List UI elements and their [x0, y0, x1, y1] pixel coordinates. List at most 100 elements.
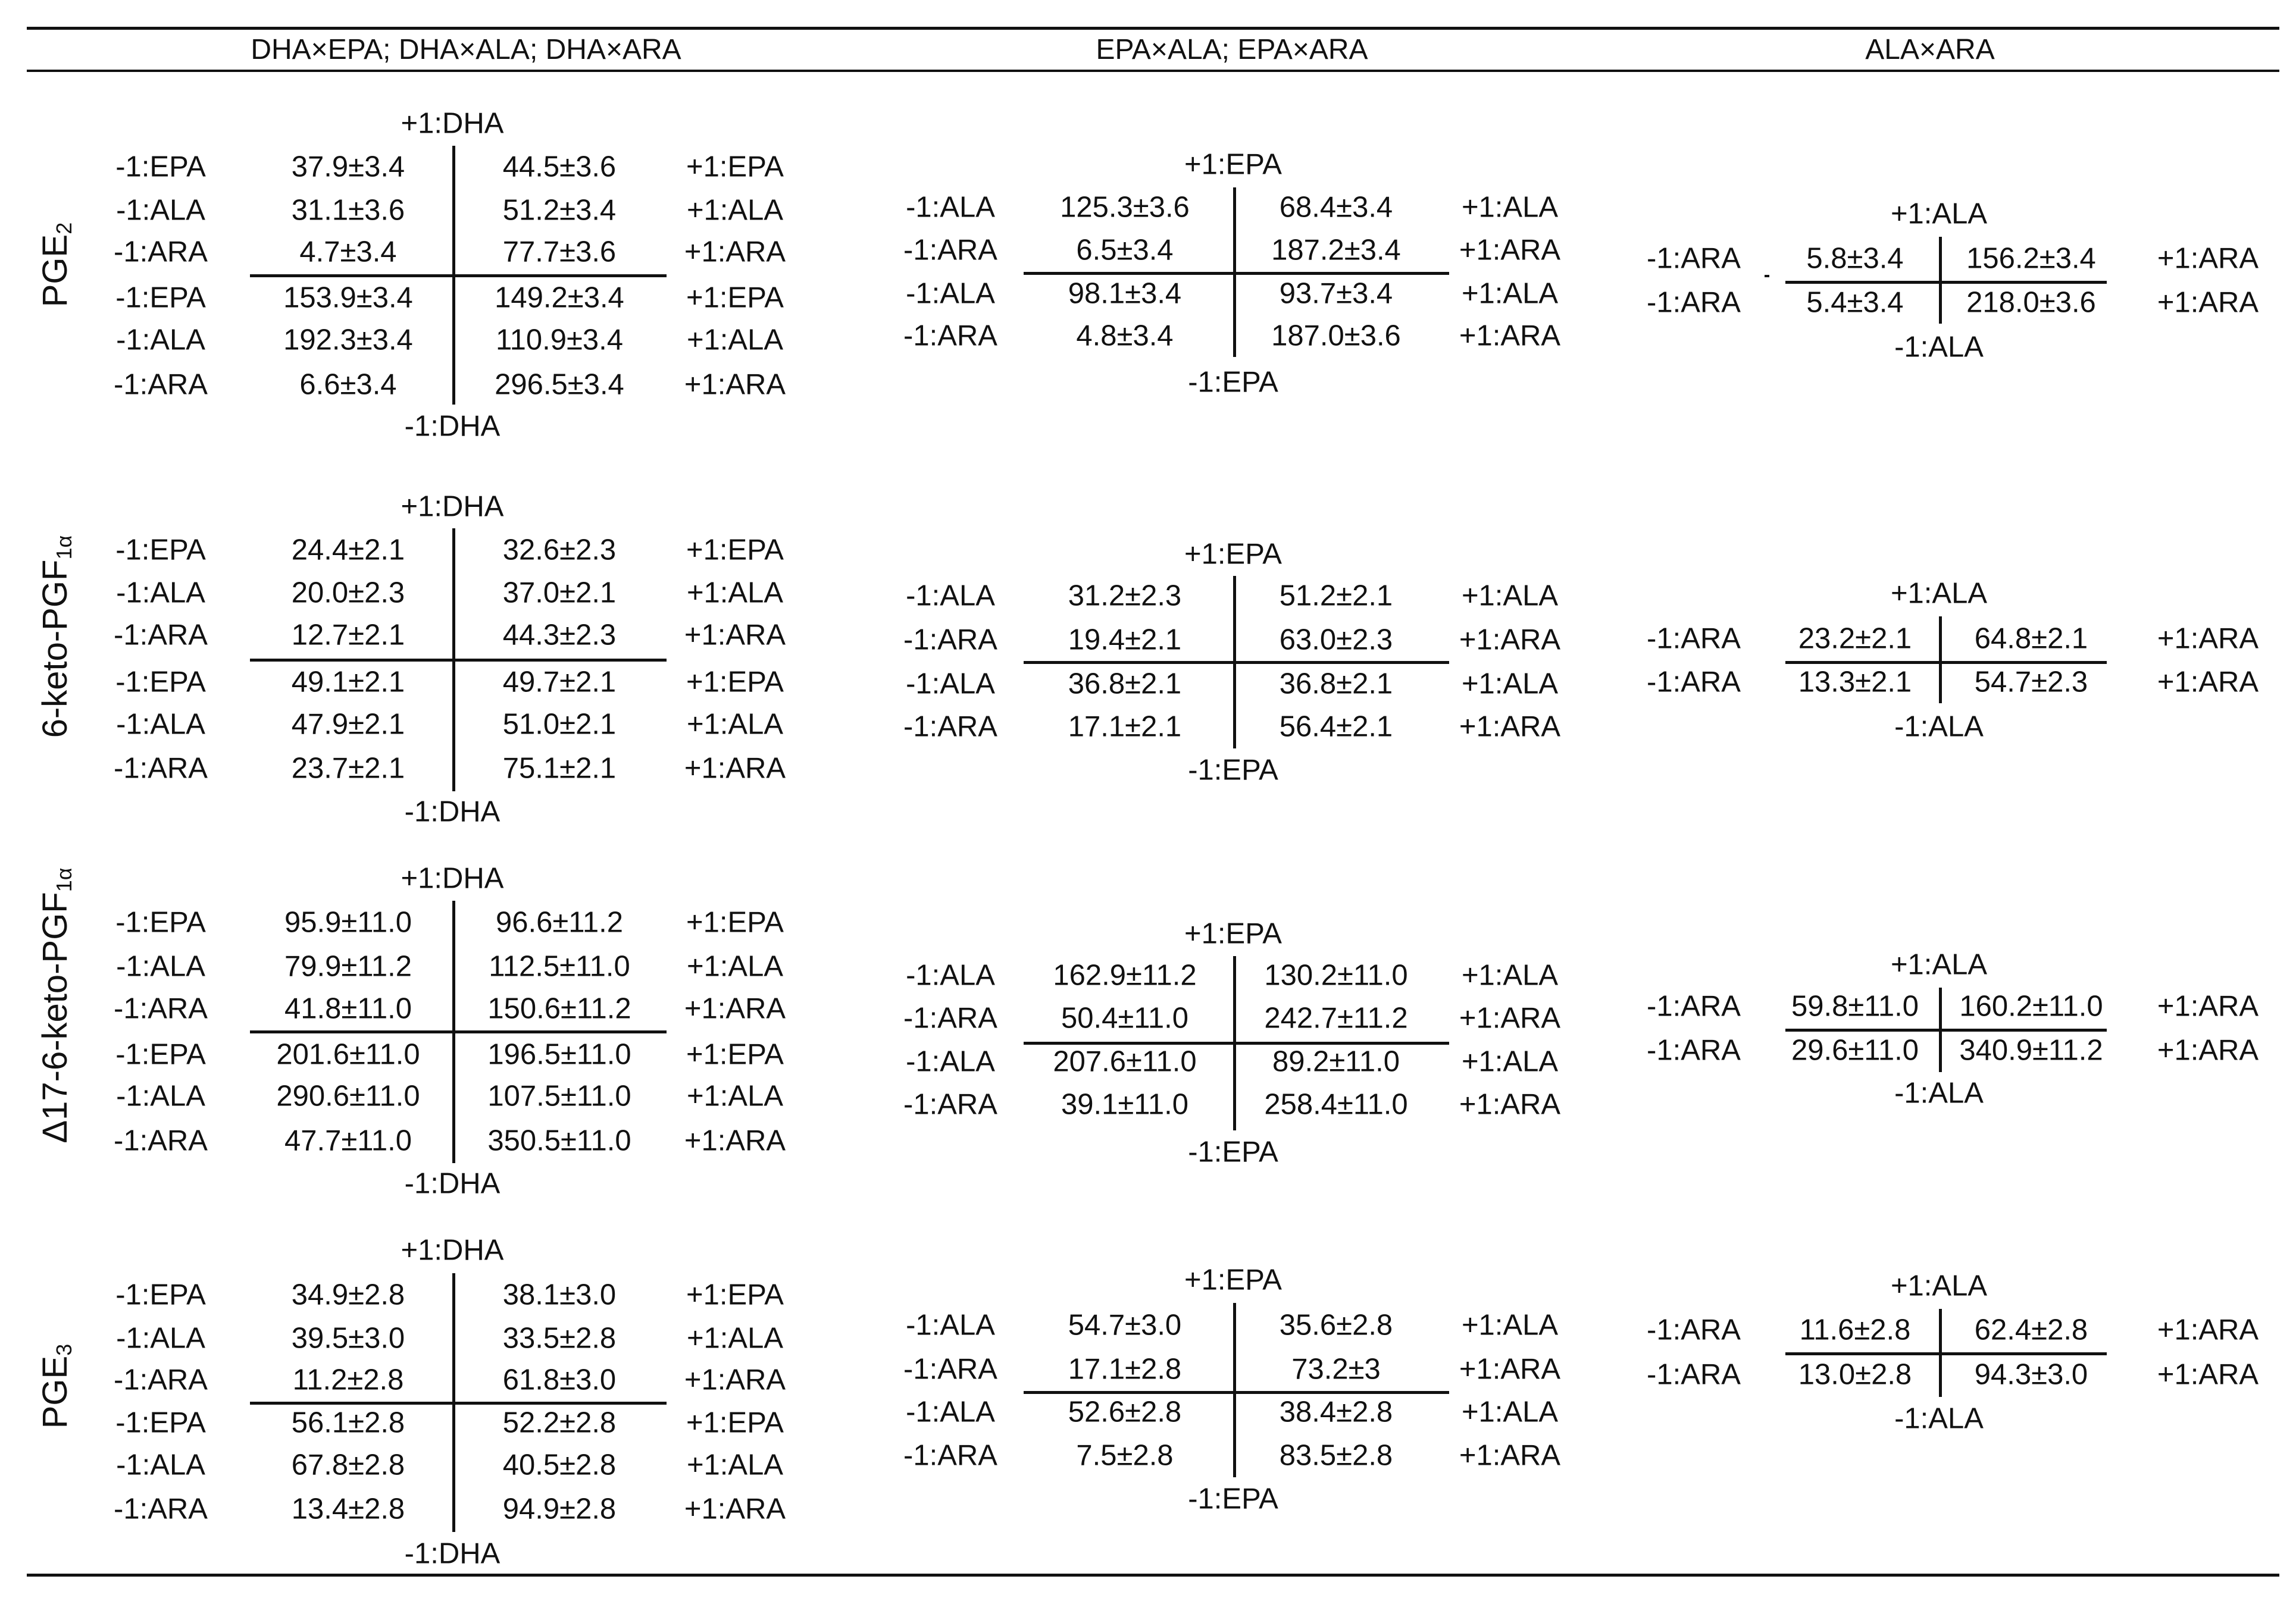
- left-factor-label: -1:ARA: [1647, 666, 1741, 698]
- value-cell-right: 51.0±2.1: [502, 708, 617, 741]
- quadrant-horizontal-line: [1024, 661, 1449, 664]
- value-cell-left: 79.9±11.2: [284, 950, 412, 983]
- quadrant-vertical-line: [1233, 956, 1236, 1130]
- right-factor-label: +1:EPA: [686, 1038, 784, 1071]
- value-cell-left: 31.1±3.6: [291, 194, 405, 227]
- value-cell-right: 61.8±3.0: [502, 1364, 617, 1396]
- left-factor-label: -1:ARA: [903, 319, 997, 352]
- value-cell-left: 290.6±11.0: [276, 1080, 420, 1113]
- value-cell-left: 98.1±3.4: [1068, 277, 1182, 310]
- value-cell-left: 95.9±11.0: [284, 906, 412, 939]
- left-factor-label: -1:EPA: [115, 1038, 206, 1071]
- left-factor-label: -1:ARA: [1647, 1358, 1741, 1391]
- value-cell-right: 75.1±2.1: [502, 752, 617, 785]
- right-factor-label: +1:ALA: [686, 194, 784, 227]
- value-cell-right: 94.9±2.8: [502, 1493, 617, 1525]
- row-label-4: PGE3: [36, 1343, 76, 1429]
- value-cell-right: 36.8±2.1: [1279, 668, 1393, 700]
- bottom-factor-label: -1:EPA: [1188, 1136, 1278, 1168]
- right-factor-label: +1:ARA: [684, 752, 786, 785]
- right-factor-label: +1:ARA: [1459, 234, 1561, 267]
- right-factor-label: +1:EPA: [686, 1279, 784, 1311]
- right-factor-label: +1:ALA: [686, 950, 784, 983]
- row-label-1: PGE2: [36, 222, 76, 308]
- right-factor-label: +1:ARA: [1459, 319, 1561, 352]
- value-cell-left: 50.4±11.0: [1061, 1002, 1188, 1035]
- right-factor-label: +1:ARA: [1459, 1439, 1561, 1472]
- value-cell-right: 77.7±3.6: [502, 236, 617, 268]
- right-factor-label: +1:ALA: [1461, 1309, 1559, 1342]
- right-factor-label: +1:ALA: [1461, 1045, 1559, 1078]
- value-cell-right: 54.7±2.3: [1974, 666, 2088, 698]
- value-cell-right: 258.4±11.0: [1264, 1088, 1408, 1121]
- right-factor-label: +1:ALA: [1461, 1396, 1559, 1428]
- top-factor-label: +1:EPA: [1184, 538, 1282, 571]
- right-factor-label: +1:ARA: [1459, 710, 1561, 743]
- value-cell-right: 94.3±3.0: [1974, 1358, 2088, 1391]
- value-cell-left: 13.0±2.8: [1798, 1358, 1912, 1391]
- quadrant-vertical-line: [1233, 187, 1236, 357]
- right-factor-label: +1:ARA: [2157, 286, 2259, 319]
- left-factor-label: -1:EPA: [115, 666, 206, 698]
- value-cell-right: 44.3±2.3: [502, 619, 617, 651]
- right-factor-label: +1:ALA: [686, 708, 784, 741]
- value-cell-left: 52.6±2.8: [1068, 1396, 1182, 1428]
- value-cell-left: 23.2±2.1: [1798, 622, 1912, 655]
- right-factor-label: +1:ALA: [686, 1080, 784, 1113]
- left-factor-label: -1:ALA: [906, 191, 995, 224]
- value-cell-right: 37.0±2.1: [502, 577, 617, 609]
- value-cell-right: 62.4±2.8: [1974, 1314, 2088, 1346]
- row-label-subscript: 2: [52, 222, 76, 234]
- table-top-rule: [27, 27, 2279, 30]
- quadrant-horizontal-line: [1024, 272, 1449, 275]
- row-label-3: Δ17-6-keto-PGF1α: [36, 867, 76, 1143]
- top-factor-label: +1:DHA: [401, 107, 504, 140]
- value-cell-right: 96.6±11.2: [496, 906, 623, 939]
- right-factor-label: +1:ALA: [1461, 579, 1559, 612]
- header-rule: [27, 70, 2279, 72]
- value-cell-left: 39.1±11.0: [1061, 1088, 1188, 1121]
- left-factor-label: -1:ALA: [116, 577, 205, 609]
- value-cell-left: 24.4±2.1: [291, 534, 405, 566]
- left-factor-label: -1:EPA: [115, 906, 206, 939]
- right-factor-label: +1:EPA: [686, 906, 784, 939]
- right-factor-label: +1:ARA: [2157, 990, 2259, 1023]
- value-cell-right: 340.9±11.2: [1959, 1034, 2103, 1067]
- row-label-subscript: 3: [52, 1343, 76, 1356]
- right-factor-label: +1:ARA: [1459, 1088, 1561, 1121]
- right-factor-label: +1:EPA: [686, 281, 784, 314]
- value-cell-right: 51.2±3.4: [502, 194, 617, 227]
- value-cell-right: 156.2±3.4: [1966, 242, 2096, 275]
- value-cell-left: 49.1±2.1: [291, 666, 405, 698]
- bottom-factor-label: -1:ALA: [1894, 710, 1984, 743]
- value-cell-right: 93.7±3.4: [1279, 277, 1393, 310]
- value-cell-left: 201.6±11.0: [276, 1038, 420, 1071]
- value-cell-right: 32.6±2.3: [502, 534, 617, 566]
- right-factor-label: +1:ALA: [686, 324, 784, 356]
- left-factor-label: -1:ARA: [114, 1493, 208, 1525]
- quadrant-horizontal-line: [250, 1030, 667, 1033]
- column-header-epa: EPA×ALA; EPA×ARA: [1096, 34, 1368, 65]
- value-cell-right: 44.5±3.6: [502, 151, 617, 183]
- value-cell-left: 12.7±2.1: [291, 619, 405, 651]
- value-cell-right: 56.4±2.1: [1279, 710, 1393, 743]
- right-factor-label: +1:ARA: [1459, 624, 1561, 656]
- quadrant-vertical-line: [452, 1273, 455, 1532]
- bottom-factor-label: -1:DHA: [404, 1537, 501, 1570]
- value-cell-right: 242.7±11.2: [1264, 1002, 1408, 1035]
- left-factor-label: -1:ARA: [1647, 622, 1741, 655]
- value-cell-left: 67.8±2.8: [291, 1449, 405, 1481]
- value-cell-left: 6.5±3.4: [1076, 234, 1174, 267]
- value-cell-right: 187.0±3.6: [1271, 319, 1401, 352]
- right-factor-label: +1:ARA: [2157, 242, 2259, 275]
- value-cell-right: 38.1±3.0: [502, 1279, 617, 1311]
- right-factor-label: +1:ARA: [1459, 1353, 1561, 1386]
- value-cell-left: 4.7±3.4: [299, 236, 397, 268]
- top-factor-label: +1:DHA: [401, 862, 504, 895]
- value-cell-right: 160.2±11.0: [1959, 990, 2103, 1023]
- quadrant-horizontal-line: [1785, 1029, 2107, 1032]
- value-cell-left: 153.9±3.4: [283, 281, 413, 314]
- value-cell-right: 112.5±11.0: [489, 950, 630, 983]
- bottom-factor-label: -1:DHA: [404, 795, 501, 828]
- left-factor-label: -1:ALA: [906, 668, 995, 700]
